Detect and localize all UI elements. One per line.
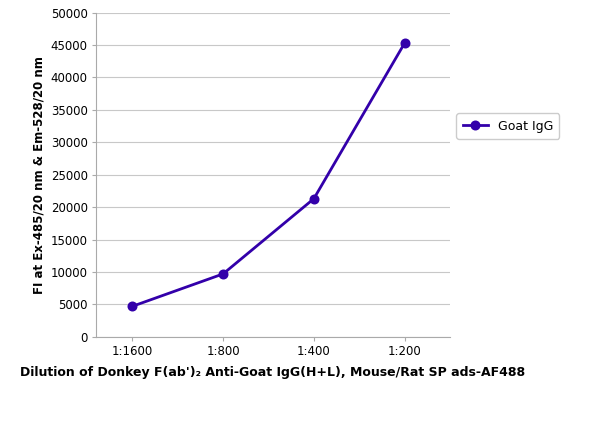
Y-axis label: FI at Ex-485/20 nm & Em-528/20 nm: FI at Ex-485/20 nm & Em-528/20 nm [32,56,45,294]
Goat IgG [401,40,408,45]
Goat IgG [129,304,136,309]
X-axis label: Dilution of Donkey F(ab')₂ Anti-Goat IgG(H+L), Mouse/Rat SP ads-AF488: Dilution of Donkey F(ab')₂ Anti-Goat IgG… [20,366,526,379]
Line: Goat IgG: Goat IgG [128,39,409,311]
Goat IgG [310,196,317,201]
Goat IgG [220,272,227,277]
Legend: Goat IgG: Goat IgG [456,113,559,139]
